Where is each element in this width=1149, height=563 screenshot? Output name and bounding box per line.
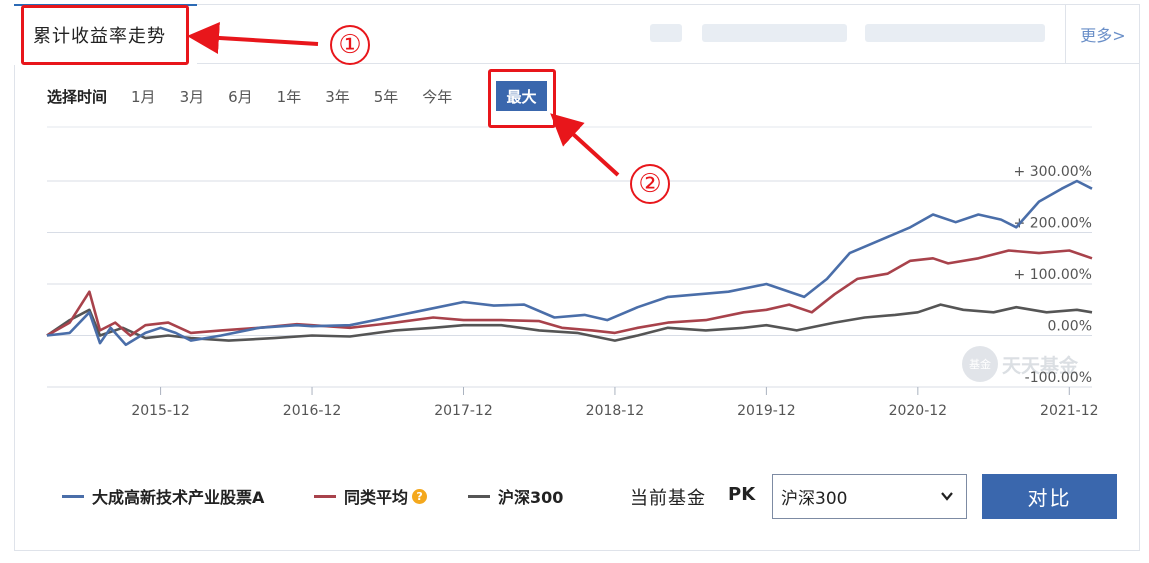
annotation-marker-1: ① [330, 25, 370, 65]
help-icon[interactable]: ? [412, 488, 428, 504]
tab-bar [14, 4, 1140, 64]
range-this-year[interactable]: 今年 [422, 87, 453, 106]
range-1-month[interactable]: 1月 [131, 87, 156, 106]
y-tick-label: + 200.00% [1014, 216, 1092, 232]
time-range-selector: 选择时间 1月 3月 6月 1年 3年 5年 今年 [47, 84, 476, 108]
chart-panel [14, 4, 1140, 551]
legend-category-average-swatch [314, 494, 336, 498]
y-tick-label: -100.00% [1025, 370, 1092, 386]
series-line-0 [46, 179, 1093, 347]
pk-label: PK [728, 484, 756, 505]
x-tick-label: 2020-12 [889, 403, 948, 419]
legend-csi300[interactable]: 沪深300 [468, 484, 563, 508]
compare-target-select[interactable]: 沪深300 [772, 474, 967, 519]
range-6-months[interactable]: 6月 [228, 87, 253, 106]
x-tick-label: 2021-12 [1040, 403, 1099, 419]
legend-fund[interactable]: 大成高新技术产业股票A [62, 484, 264, 508]
y-tick-label: + 300.00% [1014, 164, 1092, 180]
tab-cumulative-return-label: 累计收益率走势 [33, 26, 166, 47]
legend-fund-label: 大成高新技术产业股票A [92, 488, 265, 507]
annotation-marker-2: ② [630, 164, 670, 204]
blurred-tab-1 [650, 24, 682, 42]
more-link[interactable]: 更多> [1065, 4, 1140, 64]
range-1-year[interactable]: 1年 [276, 87, 302, 106]
range-3-years[interactable]: 3年 [325, 87, 350, 106]
x-tick-label: 2018-12 [586, 403, 645, 419]
compare-button[interactable]: 对比 [982, 474, 1117, 519]
x-tick-label: 2016-12 [283, 403, 342, 419]
y-tick-label: 0.00% [1048, 319, 1092, 335]
compare-target-value: 沪深300 [781, 489, 848, 509]
legend-fund-swatch [62, 494, 84, 498]
watermark-text: 天天基金 [1002, 354, 1079, 377]
legend-category-average-label: 同类平均 [344, 488, 409, 507]
x-tick-label: 2019-12 [737, 403, 796, 419]
x-tick-label: 2015-12 [131, 403, 190, 419]
x-tick-label: 2017-12 [434, 403, 493, 419]
watermark: 基金 天天基金 [962, 346, 1078, 382]
blurred-tab-2 [702, 24, 847, 42]
watermark-logo: 基金 [962, 346, 998, 382]
annotation-box-tab [21, 5, 189, 65]
range-max-button[interactable]: 最大 [496, 81, 547, 111]
tab-cumulative-return[interactable] [14, 4, 197, 65]
series-line-2 [46, 303, 1093, 342]
blurred-tab-3 [865, 24, 1045, 42]
y-tick-label: + 100.00% [1014, 267, 1092, 283]
annotation-box-max [488, 69, 556, 128]
range-5-years[interactable]: 5年 [373, 87, 399, 106]
legend-csi300-label: 沪深300 [498, 488, 564, 507]
legend-csi300-swatch [468, 494, 490, 498]
series-line-1 [46, 249, 1093, 337]
chevron-down-icon [941, 492, 953, 501]
legend-category-average[interactable]: 同类平均 ? [314, 484, 428, 508]
range-3-months[interactable]: 3月 [179, 87, 205, 106]
current-fund-label: 当前基金 [630, 488, 706, 509]
time-range-label: 选择时间 [47, 87, 108, 106]
